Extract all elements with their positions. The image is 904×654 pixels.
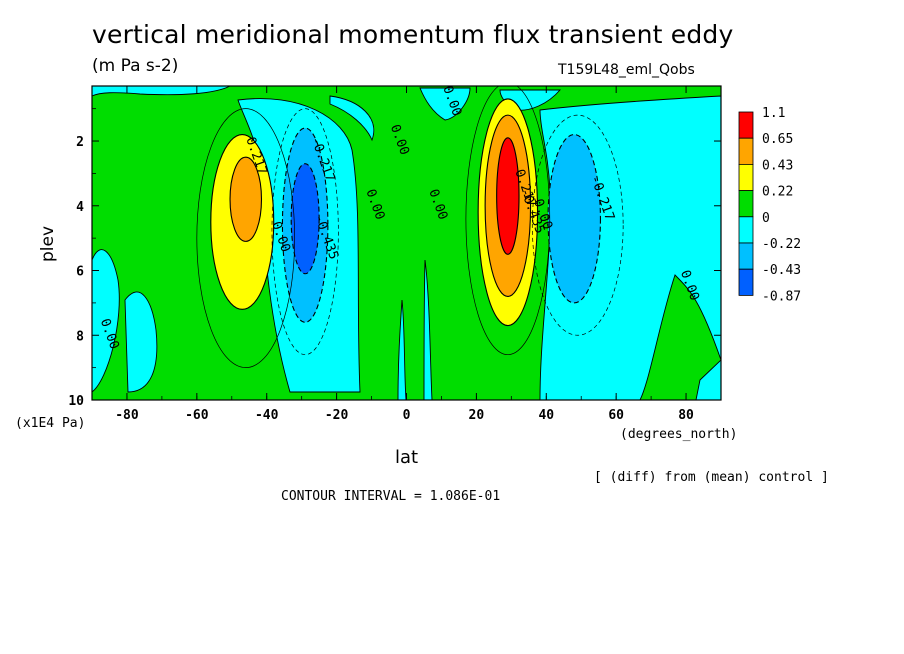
colorbar: 1.1 0.65 0.43 0.22 0 -0.22 -0.43 -0.87 xyxy=(738,106,801,304)
plot-area: 0.217 -0.217-0.4350.000.000.000.000.000.2… xyxy=(92,86,721,400)
negative-region-5 xyxy=(329,95,375,142)
colorbar-swatch xyxy=(738,163,754,191)
colorbar-label: 0.43 xyxy=(762,158,793,173)
x-tick-label: -80 xyxy=(115,408,139,423)
y-tick-label: 10 xyxy=(68,394,84,409)
diff-note: [ (diff) from (mean) control ] xyxy=(594,470,829,485)
contour-cell-6 xyxy=(496,137,520,255)
contour-interval: CONTOUR INTERVAL = 1.086E-01 xyxy=(281,489,501,504)
x-tick-label: 60 xyxy=(608,408,624,423)
colorbar-swatch xyxy=(738,190,754,218)
colorbar-swatch xyxy=(738,111,754,139)
negative-region-4 xyxy=(423,259,433,400)
colorbar-label: -0.22 xyxy=(762,237,801,252)
x-tick-label: 20 xyxy=(469,408,485,423)
x-tick-label: 80 xyxy=(678,408,694,423)
x-axis-label: lat xyxy=(395,447,419,468)
colorbar-label: -0.43 xyxy=(762,263,801,278)
negative-region-3 xyxy=(397,299,407,400)
negative-region-2 xyxy=(124,291,158,393)
y-tick-label: 2 xyxy=(76,135,84,150)
x-axis-unit: (degrees_north) xyxy=(620,427,738,442)
chart-units: (m Pa s-2) xyxy=(92,56,179,76)
y-tick-label: 6 xyxy=(76,265,84,280)
colorbar-label: -0.87 xyxy=(762,289,801,304)
y-tick-label: 4 xyxy=(76,200,84,215)
contour-ring-0 xyxy=(196,108,296,368)
y-axis-unit: (x1E4 Pa) xyxy=(15,416,86,431)
colorbar-label: 0.22 xyxy=(762,185,793,200)
x-tick-label: 40 xyxy=(538,408,554,423)
colorbar-swatch xyxy=(738,268,754,296)
x-tick-label: -40 xyxy=(255,408,279,423)
contour-cell-3 xyxy=(290,163,320,275)
x-tick-label: -60 xyxy=(185,408,209,423)
colorbar-swatch xyxy=(738,216,754,244)
colorbar-swatch xyxy=(738,137,754,165)
colorbar-swatch xyxy=(738,242,754,270)
colorbar-label: 1.1 xyxy=(762,106,785,121)
negative-region-10 xyxy=(695,359,721,400)
chart-title: vertical meridional momentum flux transi… xyxy=(92,20,734,49)
negative-region-7 xyxy=(419,87,471,121)
colorbar-label: 0 xyxy=(762,211,770,226)
x-tick-label: -20 xyxy=(325,408,349,423)
y-tick-label: 8 xyxy=(76,329,84,344)
contour-cell-1 xyxy=(229,156,263,242)
x-tick-label: 0 xyxy=(403,408,411,423)
negative-region-1 xyxy=(92,249,120,393)
axes: -80 -60 -40 -20 0 20 40 60 80 2 4 6 8 10 xyxy=(68,85,722,423)
contour-ring-3 xyxy=(531,114,624,336)
run-name: T159L48_eml_Qobs xyxy=(558,62,695,78)
contour-ring-1 xyxy=(271,108,339,356)
contour-cell-7 xyxy=(547,134,601,304)
contour-ring-2 xyxy=(465,86,551,355)
colorbar-label: 0.65 xyxy=(762,132,793,147)
